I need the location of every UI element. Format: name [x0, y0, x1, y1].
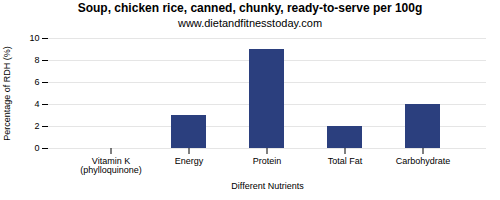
svg-text:Carbohydrate: Carbohydrate: [396, 156, 451, 166]
svg-text:Total Fat: Total Fat: [328, 156, 363, 166]
svg-text:Protein: Protein: [253, 156, 282, 166]
svg-text:0: 0: [34, 143, 39, 153]
svg-text:Vitamin K(phylloquinone): Vitamin K(phylloquinone): [80, 156, 142, 175]
svg-text:10: 10: [29, 33, 39, 43]
svg-text:Different Nutrients: Different Nutrients: [231, 181, 304, 191]
svg-text:8: 8: [34, 55, 39, 65]
svg-text:Percentage of RDH (%): Percentage of RDH (%): [2, 46, 12, 141]
svg-text:6: 6: [34, 77, 39, 87]
svg-text:4: 4: [34, 99, 39, 109]
html-text:Soup, chicken rice, canned, ch: Soup, chicken rice, canned, chunky, read…: [77, 1, 423, 15]
svg-text:2: 2: [34, 121, 39, 131]
html-text:www.dietandfitnesstoday.com: www.dietandfitnesstoday.com: [178, 17, 322, 29]
svg-text:Energy: Energy: [175, 156, 204, 166]
